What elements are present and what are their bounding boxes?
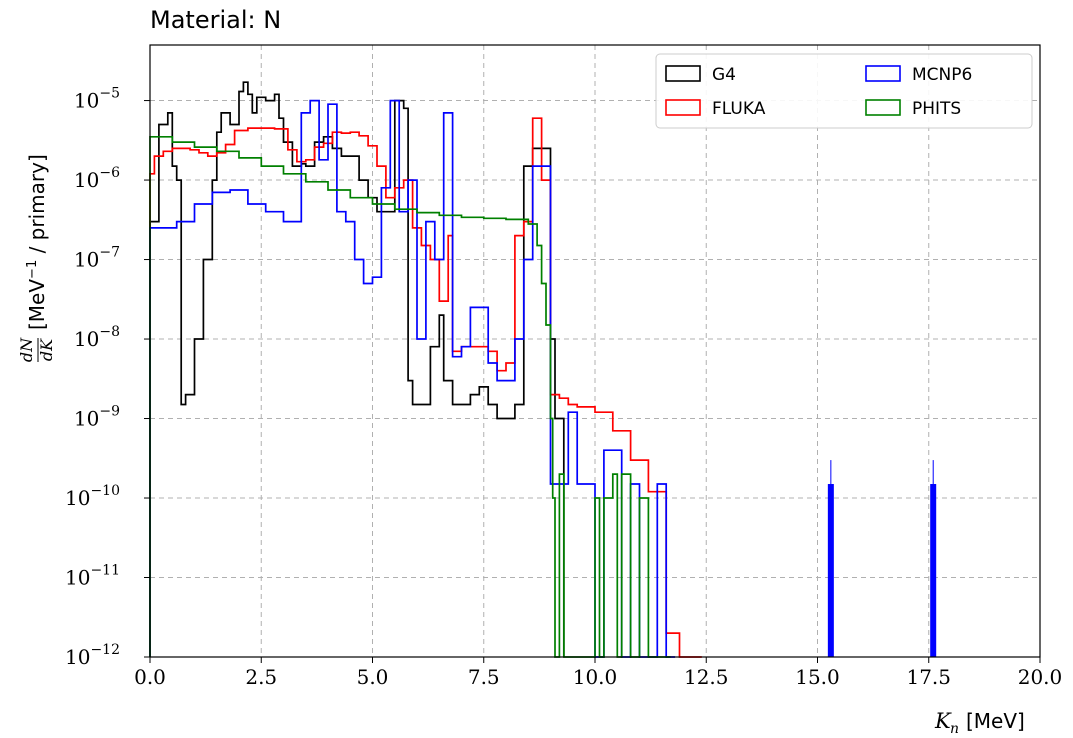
svg-text:[MeV]: [MeV] — [966, 709, 1025, 733]
legend-entry-g4: G4 — [665, 65, 736, 85]
y-tick-label: 10−12 — [65, 642, 120, 669]
x-tick-label: 0.0 — [134, 665, 166, 689]
x-tick-label: 5.0 — [357, 665, 389, 689]
mcnp6-spike-bar — [930, 484, 937, 657]
series-phits-line — [149, 135, 671, 658]
y-axis-label: dN dK [MeV−1 / primary] — [17, 154, 56, 362]
svg-text:n: n — [950, 721, 959, 737]
series-fluka-line — [149, 117, 702, 658]
y-tick-label: 10−9 — [74, 404, 120, 431]
svg-text:G4: G4 — [712, 65, 736, 85]
legend-box — [655, 53, 1033, 129]
legend-entry-mcnp6: MCNP6 — [865, 65, 972, 85]
series-g4-line — [149, 81, 565, 657]
x-tick-label: 10.0 — [573, 665, 618, 689]
svg-text:FLUKA: FLUKA — [712, 99, 766, 119]
legend-entry-phits: PHITS — [865, 99, 961, 119]
x-tick-label: 12.5 — [684, 665, 729, 689]
chart-title: Material: N — [150, 6, 281, 34]
x-axis-label: K n [MeV] — [934, 709, 1025, 737]
svg-text:[MeV−1 / primary]: [MeV−1 / primary] — [25, 154, 49, 330]
svg-text:PHITS: PHITS — [912, 99, 961, 119]
x-tick-label: 17.5 — [906, 665, 951, 689]
x-tick-label: 2.5 — [245, 665, 277, 689]
x-tick-label: 15.0 — [795, 665, 840, 689]
svg-text:dK: dK — [37, 338, 56, 361]
svg-text:MCNP6: MCNP6 — [912, 65, 972, 85]
y-tick-label: 10−6 — [74, 165, 120, 192]
y-tick-label: 10−7 — [74, 245, 120, 272]
legend: G4 FLUKA MCNP6 PHITS — [655, 53, 1033, 129]
svg-text:dN: dN — [17, 337, 36, 362]
y-tick-label: 10−10 — [65, 483, 120, 510]
plot-frame — [149, 44, 1041, 658]
legend-entry-fluka: FLUKA — [665, 99, 766, 119]
y-tick-label: 10−5 — [74, 86, 120, 113]
x-tick-label: 7.5 — [468, 665, 500, 689]
series-layer — [149, 81, 937, 658]
mcnp6-spike-bar — [827, 484, 834, 657]
y-tick-label: 10−11 — [65, 563, 120, 590]
y-tick-label: 10−8 — [74, 324, 120, 351]
x-tick-label: 20.0 — [1018, 665, 1063, 689]
svg-text:K: K — [934, 709, 952, 733]
